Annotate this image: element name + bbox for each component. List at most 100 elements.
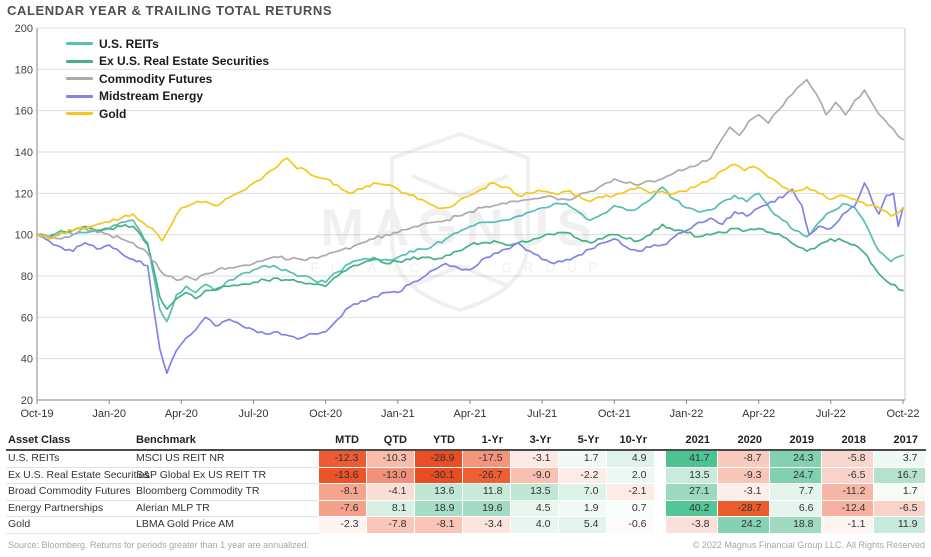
return-cell: -30.1 xyxy=(413,466,463,484)
legend-item-ex-us-real-estate: Ex U.S. Real Estate Securities xyxy=(66,53,269,71)
series-line-3 xyxy=(36,182,904,374)
magnus-watermark: MAGNUS FINANCIAL GROUP xyxy=(311,131,599,313)
y-tick-label: 80 xyxy=(21,271,33,283)
table-header-row: Asset Class Benchmark MTD QTD YTD 1-Yr 3… xyxy=(6,433,925,451)
chart-legend: U.S. REITs Ex U.S. Real Estate Securitie… xyxy=(66,35,269,123)
legend-label: Midstream Energy xyxy=(99,89,204,104)
legend-item-us-reits: U.S. REITs xyxy=(66,35,269,53)
page-title: CALENDAR YEAR & TRAILING TOTAL RETURNS xyxy=(7,3,333,18)
column-header-1yr: 1-Yr xyxy=(462,433,510,451)
gap-cell xyxy=(654,500,665,517)
x-tick-label: Oct-21 xyxy=(598,408,631,420)
table-row: Gold LBMA Gold Price AM -2.3 -7.8 -8.1 -3.4 4.… xyxy=(6,516,926,534)
return-cell: 4.0 xyxy=(509,516,559,534)
return-cell: -7.8 xyxy=(365,516,415,534)
legend-label: U.S. REITs xyxy=(99,36,159,51)
column-header-2019: 2019 xyxy=(769,433,821,451)
column-header-qtd: QTD xyxy=(366,433,414,451)
return-cell: -8.1 xyxy=(413,516,463,534)
return-cell: 13.5 xyxy=(509,483,559,501)
return-cell: -7.6 xyxy=(317,499,367,517)
calendar-year-return-cell: 24.7 xyxy=(768,466,822,484)
x-tick-label: Apr-21 xyxy=(453,408,486,420)
y-tick-label: 180 xyxy=(15,64,33,76)
x-tick-label: Jul-22 xyxy=(816,408,846,420)
column-header-ytd: YTD xyxy=(414,433,462,451)
calendar-year-return-cell: 24.2 xyxy=(716,516,770,534)
calendar-year-return-cell: -6.5 xyxy=(872,499,926,517)
gap-cell xyxy=(654,450,665,467)
asset-class-cell: Ex U.S. Real Estate Securities xyxy=(6,467,150,484)
series-color-swatch xyxy=(66,59,93,63)
return-cell: -0.6 xyxy=(605,516,655,534)
calendar-year-return-cell: -28.7 xyxy=(716,499,770,517)
returns-line-chart: 20 40 60 80 100 120 140 160 180 200 MAGNUS FINANC… xyxy=(15,23,920,420)
calendar-year-return-cell: -3.8 xyxy=(664,516,718,534)
y-tick-label: 140 xyxy=(15,147,33,159)
return-cell: -13.0 xyxy=(365,466,415,484)
x-tick-label: Jan-20 xyxy=(92,408,126,420)
series-line-4 xyxy=(36,157,904,242)
calendar-year-return-cell: 27.1 xyxy=(664,483,718,501)
y-tick-label: 160 xyxy=(15,106,33,118)
series-line-1 xyxy=(36,223,904,310)
benchmark-cell: Alerian MLP TR xyxy=(136,500,318,517)
calendar-year-return-cell: 3.7 xyxy=(872,449,926,468)
legend-item-gold: Gold xyxy=(66,105,269,123)
column-header-mtd: MTD xyxy=(318,433,366,451)
asset-class-cell: Energy Partnerships xyxy=(6,500,136,517)
calendar-year-return-cell: 40.2 xyxy=(664,499,718,517)
x-tick-label: Oct-19 xyxy=(20,408,53,420)
legend-label: Commodity Futures xyxy=(99,71,213,86)
calendar-year-return-cell: 7.7 xyxy=(768,483,822,501)
return-cell: -13.6 xyxy=(317,466,367,484)
x-tick-label: Jan-21 xyxy=(381,408,415,420)
table-row: Broad Commodity Futures Bloomberg Commodi… xyxy=(6,483,926,501)
return-cell: 7.0 xyxy=(557,483,607,501)
gap-cell xyxy=(654,467,665,484)
gap-cell xyxy=(654,484,665,501)
series-color-swatch xyxy=(66,77,93,81)
copyright-note: © 2022 Magnus Financial Group LLC. All R… xyxy=(692,540,925,550)
y-tick-label: 120 xyxy=(15,188,33,200)
table-row: U.S. REITs MSCI US REIT NR -12.3 -10.3 -28.9… xyxy=(6,449,926,468)
x-tick-label: Apr-22 xyxy=(742,408,775,420)
return-cell: 4.5 xyxy=(509,499,559,517)
return-cell: -12.3 xyxy=(317,449,367,468)
source-note: Source: Bloomberg. Returns for periods g… xyxy=(8,540,310,550)
column-header-10yr: 10-Yr xyxy=(606,433,654,451)
return-cell: -2.1 xyxy=(605,483,655,501)
calendar-year-return-cell: -11.2 xyxy=(820,483,874,501)
return-cell: -28.9 xyxy=(413,449,463,468)
calendar-year-return-cell: -1.1 xyxy=(820,516,874,534)
column-gap xyxy=(654,433,665,451)
return-cell: 19.6 xyxy=(461,499,511,517)
calendar-year-return-cell: -12.4 xyxy=(820,499,874,517)
calendar-year-return-cell: 1.7 xyxy=(872,483,926,501)
return-cell: 11.8 xyxy=(461,483,511,501)
return-cell: -17.5 xyxy=(461,449,511,468)
column-header-2017: 2017 xyxy=(873,433,925,451)
x-tick-label: Jan-22 xyxy=(670,408,704,420)
return-cell: 2.0 xyxy=(605,466,655,484)
y-tick-label: 40 xyxy=(21,354,33,366)
gap-cell xyxy=(654,517,665,534)
table-row: Energy Partnerships Alerian MLP TR -7.6 8.1… xyxy=(6,499,926,517)
svg-text:MAGNUS: MAGNUS xyxy=(320,199,599,257)
return-cell: -4.1 xyxy=(365,483,415,501)
return-cell: 13.6 xyxy=(413,483,463,501)
return-cell: 1.7 xyxy=(557,449,607,468)
column-header-2021: 2021 xyxy=(665,433,717,451)
return-cell: -3.1 xyxy=(509,449,559,468)
return-cell: -3.4 xyxy=(461,516,511,534)
return-cell: -8.1 xyxy=(317,483,367,501)
x-tick-label: Apr-20 xyxy=(165,408,198,420)
series-line-2 xyxy=(36,78,904,281)
column-header-3yr: 3-Yr xyxy=(510,433,558,451)
calendar-year-return-cell: -6.5 xyxy=(820,466,874,484)
return-cell: 4.9 xyxy=(605,449,655,468)
y-tick-label: 20 xyxy=(21,395,33,407)
series-color-swatch xyxy=(66,42,93,46)
column-header-asset-class: Asset Class xyxy=(6,433,136,451)
asset-class-cell: U.S. REITs xyxy=(6,450,136,468)
